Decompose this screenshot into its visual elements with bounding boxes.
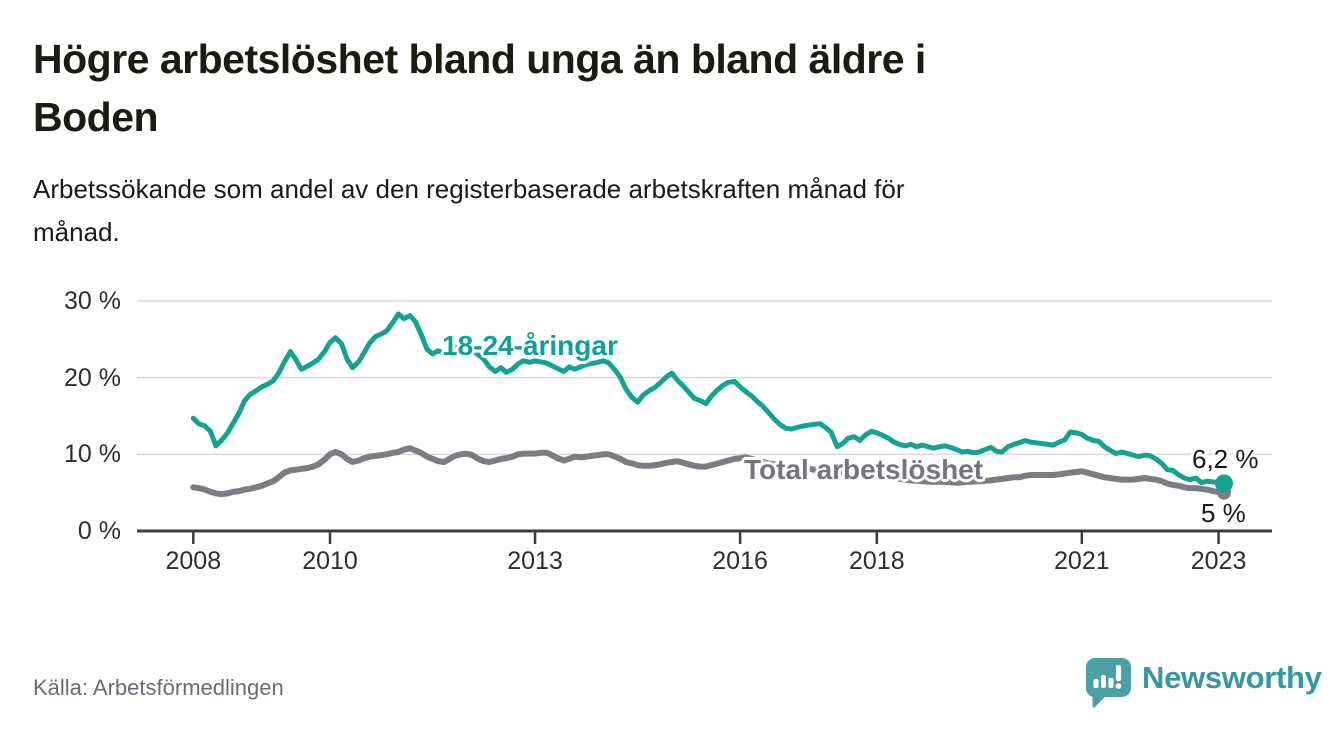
series-line-total [190,445,1227,498]
y-tick-label-10: 10 % [64,440,121,469]
series-label-young: 18-24-åringar [442,330,618,361]
end-value-label-total: 5 % [1201,498,1246,528]
series-line-young [190,311,1227,486]
gridlines [137,300,1272,456]
x-tick-label-2013: 2013 [507,547,563,575]
source-credit: Källa: Arbetsförmedlingen [33,675,284,700]
brand-wordmark: Newsworthy [1142,660,1322,695]
end-dot-young [1215,474,1234,493]
y-tick-label-20: 20 % [64,363,121,392]
x-tick-label-2023: 2023 [1190,547,1247,575]
series-label-total: Total arbetslöshet [744,454,984,485]
series-lines [190,311,1227,498]
page-title-line2: Boden [33,94,159,140]
x-tick-label-2016: 2016 [712,547,768,575]
series-end-dots [1215,474,1234,500]
x-tick-label-2018: 2018 [848,547,905,575]
y-tick-label-0: 0 % [77,517,121,545]
x-tick-label-2008: 2008 [165,547,222,575]
brand-logo: Newsworthy [1085,657,1322,709]
x-tick-label-2021: 2021 [1054,547,1110,575]
chart-subtitle-line1: Arbetssökande som andel av den registerb… [33,174,905,204]
y-tick-label-30: 30 % [64,286,121,315]
end-value-label-young: 6,2 % [1192,444,1259,474]
x-axis [137,529,1272,544]
x-tick-label-2010: 2010 [302,547,358,575]
chart-subtitle-line2: månad. [33,217,120,247]
page-title: Högre arbetslöshet bland unga än bland ä… [33,30,1203,146]
page-title-line1: Högre arbetslöshet bland unga än bland ä… [33,36,926,82]
bar-chart-speech-bubble-icon [1085,658,1131,708]
chart-subtitle: Arbetssökande som andel av den registerb… [33,168,1263,254]
